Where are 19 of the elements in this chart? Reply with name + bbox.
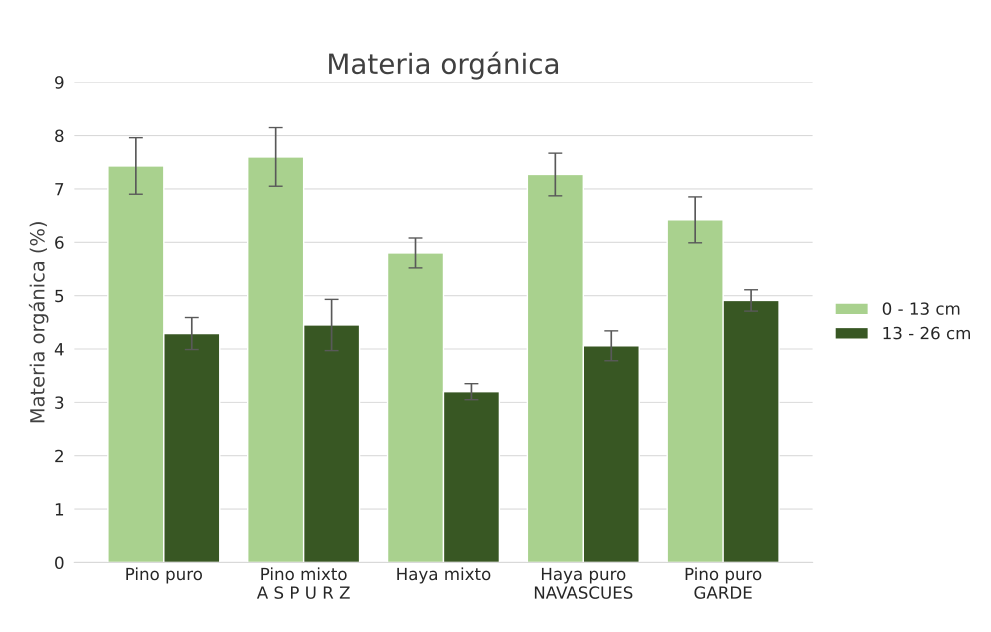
y-tick-label: 3	[55, 396, 64, 409]
chart-title: Materia orgánica	[329, 52, 558, 80]
legend-label: 13 - 26 cm	[884, 326, 970, 340]
x-tick-label: Haya mixto	[397, 567, 490, 584]
x-tick-label: Haya puro NAVASCUES	[534, 568, 632, 599]
y-tick-label: 0	[55, 556, 64, 570]
y-tick-label: 9	[55, 76, 64, 89]
legend-label: 0 - 13 cm	[882, 302, 960, 315]
y-tick-label: 5	[55, 290, 64, 302]
y-tick-label: 2	[55, 450, 63, 462]
y-tick-label: 7	[55, 183, 64, 196]
y-tick-label: 6	[55, 236, 64, 249]
x-tick-label: Pino mixto A S P U R Z	[256, 567, 350, 599]
y-axis-title: Materia orgánica (%)	[28, 222, 48, 422]
y-tick-label: 1	[56, 503, 64, 516]
y-tick-label: 8	[55, 129, 64, 142]
x-tick-label: Pino puro	[126, 567, 202, 584]
x-tick-label: Pino puro GARDE	[686, 567, 762, 599]
y-tick-label: 4	[54, 343, 64, 356]
